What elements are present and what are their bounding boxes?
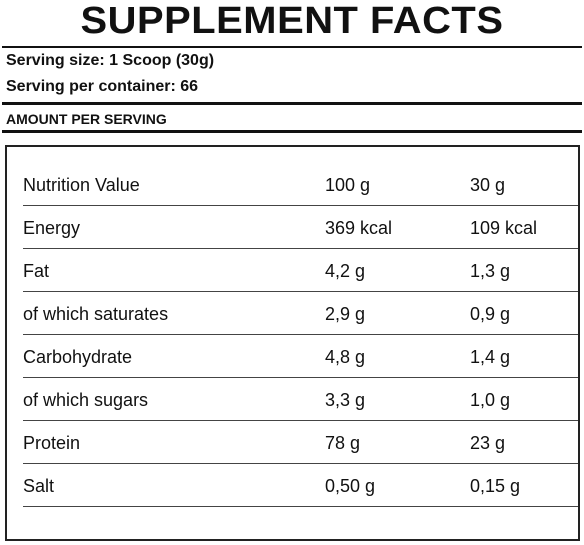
row-value: 3,3 g bbox=[325, 390, 366, 410]
row-value: 0,9 g bbox=[470, 304, 511, 324]
row-divider bbox=[23, 463, 578, 464]
row-label: of which saturates bbox=[23, 304, 169, 324]
row-divider bbox=[23, 291, 578, 292]
row-divider bbox=[23, 205, 578, 206]
row-divider bbox=[23, 248, 578, 249]
row-value: 0,50 g bbox=[325, 476, 376, 496]
row-label: Salt bbox=[23, 476, 55, 496]
row-value: 109 kcal bbox=[470, 218, 538, 238]
row-label: Energy bbox=[23, 218, 81, 238]
serving-size: Serving size: 1 Scoop (30g) bbox=[6, 52, 215, 69]
rule bbox=[2, 130, 582, 133]
row-label: of which sugars bbox=[23, 390, 149, 410]
row-value: 1,4 g bbox=[470, 347, 511, 367]
row-divider bbox=[23, 334, 578, 335]
row-value: 30 g bbox=[470, 175, 506, 195]
row-value: 4,2 g bbox=[325, 261, 366, 281]
amount-header: AMOUNT PER SERVING bbox=[6, 111, 167, 127]
row-value: 1,3 g bbox=[470, 261, 511, 281]
row-divider bbox=[23, 420, 578, 421]
row-value: 23 g bbox=[470, 433, 506, 453]
title: SUPPLEMENT FACTS bbox=[80, 0, 504, 42]
row-label: Carbohydrate bbox=[23, 347, 133, 367]
row-value: 78 g bbox=[325, 433, 361, 453]
row-value: 0,15 g bbox=[470, 476, 521, 496]
rule bbox=[2, 102, 582, 105]
row-value: 369 kcal bbox=[325, 218, 393, 238]
row-label: Fat bbox=[23, 261, 50, 281]
row-divider bbox=[23, 377, 578, 378]
row-divider bbox=[23, 506, 578, 507]
row-label: Nutrition Value bbox=[23, 175, 140, 195]
row-label: Protein bbox=[23, 433, 81, 453]
row-value: 2,9 g bbox=[325, 304, 366, 324]
table: Nutrition Value 100 g 30 g Energy 369 kcal 10… bbox=[5, 145, 580, 541]
row-value: 1,0 g bbox=[470, 390, 511, 410]
row-value: 100 g bbox=[325, 175, 371, 195]
row-value: 4,8 g bbox=[325, 347, 366, 367]
rule bbox=[2, 46, 582, 48]
servings-per-container: Serving per container: 66 bbox=[6, 78, 199, 95]
